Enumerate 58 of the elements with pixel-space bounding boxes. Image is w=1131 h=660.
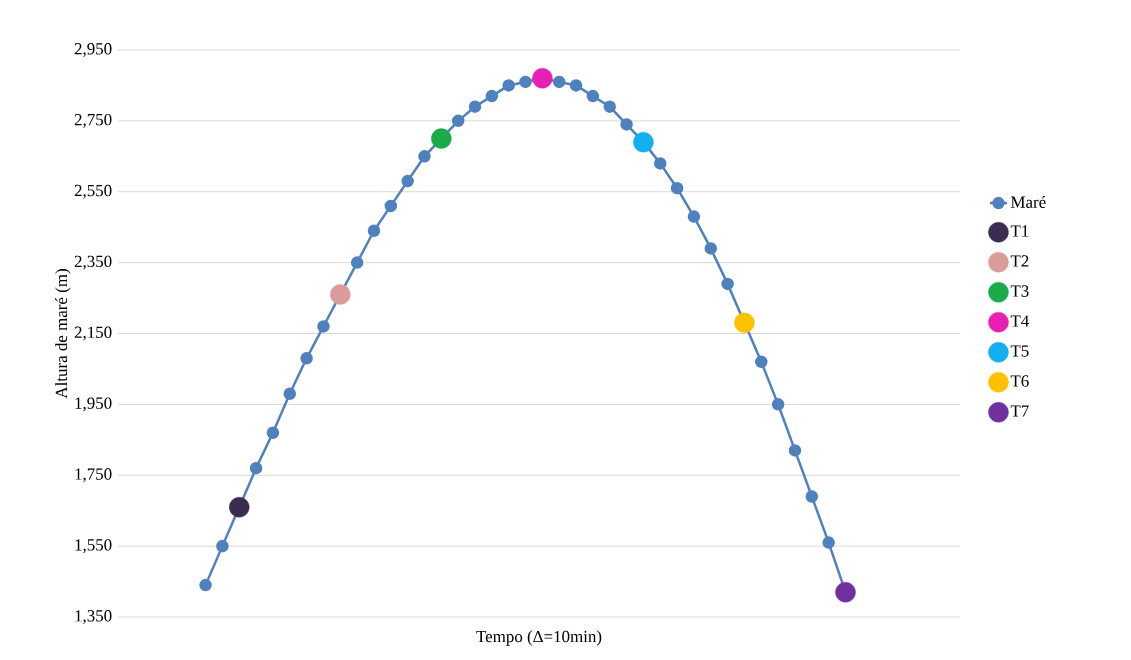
point (620, 118, 633, 131)
point (687, 210, 701, 223)
legend-label: T5 (1010, 345, 1029, 357)
point (755, 355, 768, 369)
point (330, 284, 351, 305)
legend-label: T4 (1010, 315, 1029, 327)
y-tick-label: 1,550 (75, 539, 112, 554)
y-tick-label: 2,150 (74, 326, 112, 341)
point (199, 578, 212, 592)
point (502, 79, 515, 92)
point (721, 277, 734, 291)
point (603, 100, 616, 113)
y-tick-label: 2,950 (74, 43, 112, 57)
point (216, 539, 229, 553)
point (734, 312, 755, 334)
point (229, 496, 250, 518)
legend-label: T7 (1010, 405, 1029, 417)
point (350, 256, 364, 269)
y-tick-label: 1,750 (75, 468, 112, 483)
point (788, 444, 802, 457)
y-tick-label: 2,750 (74, 113, 112, 128)
point (266, 426, 280, 439)
point (805, 490, 819, 503)
y-tick-label: 1,350 (75, 610, 112, 624)
legend-label: Maré (1010, 195, 1046, 208)
point (552, 75, 566, 89)
point (283, 387, 297, 400)
legend-label: T3 (1010, 285, 1029, 297)
point (519, 75, 532, 89)
point (367, 224, 381, 237)
x-axis-title: Tempo (Δ=10min) (476, 630, 602, 646)
point (822, 536, 835, 549)
y-tick-label: 1,950 (75, 397, 112, 412)
point (586, 89, 600, 103)
point (384, 199, 398, 213)
y-tick-label: 2,350 (74, 255, 112, 270)
point (451, 114, 465, 128)
point (835, 581, 856, 603)
point (401, 174, 414, 188)
y-axis-title: Altura de maré (m) (55, 269, 71, 399)
legend-label: T1 (1010, 225, 1029, 237)
point (300, 352, 313, 365)
point (633, 131, 654, 153)
point (670, 181, 684, 195)
point (569, 79, 583, 92)
point (704, 242, 718, 255)
point (532, 68, 553, 89)
point (771, 398, 785, 411)
y-tick-label: 2,550 (74, 184, 112, 199)
point (468, 100, 482, 113)
point (431, 128, 452, 149)
point (249, 461, 263, 475)
point (418, 150, 431, 163)
point (485, 89, 499, 103)
legend-label: T2 (1010, 255, 1029, 267)
legend-label: T6 (1010, 375, 1029, 387)
point (317, 320, 330, 333)
point (654, 157, 667, 170)
